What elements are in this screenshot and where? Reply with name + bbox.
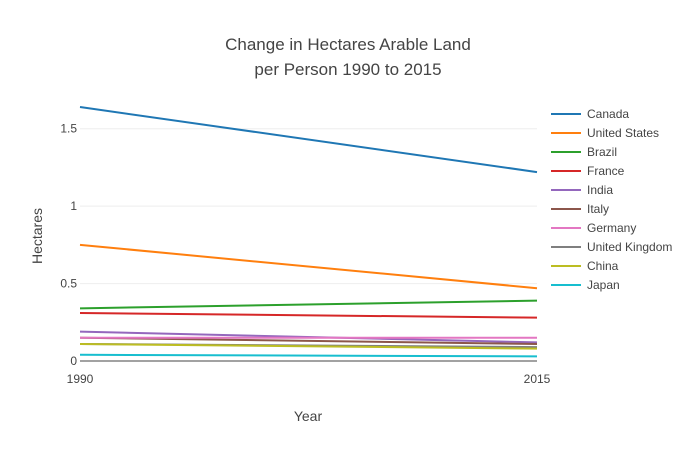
x-axis-title: Year — [294, 408, 323, 424]
legend-item-italy[interactable]: Italy — [551, 202, 609, 216]
series-line-united-states[interactable] — [79, 243, 538, 290]
legend-item-canada[interactable]: Canada — [551, 107, 629, 121]
legend-label: Germany — [587, 221, 636, 235]
legend-item-france[interactable]: France — [551, 164, 625, 178]
legend-item-japan[interactable]: Japan — [551, 278, 620, 292]
series-line-france[interactable] — [79, 311, 538, 319]
legend-item-united-kingdom[interactable]: United Kingdom — [551, 240, 672, 254]
series-line-japan[interactable] — [79, 353, 538, 358]
x-tick-label: 1990 — [67, 372, 94, 386]
series-line-canada[interactable] — [79, 106, 538, 174]
chart-title-line-2: per Person 1990 to 2015 — [254, 60, 441, 79]
legend-item-china[interactable]: China — [551, 259, 619, 273]
legend-item-india[interactable]: India — [551, 183, 613, 197]
legend-label: China — [587, 259, 619, 273]
legend-label: United States — [587, 126, 659, 140]
legend-label: United Kingdom — [587, 240, 672, 254]
legend-label: Canada — [587, 107, 629, 121]
y-axis-ticks: 0 0.5 1 1.5 — [60, 122, 77, 368]
x-tick-label: 2015 — [524, 372, 551, 386]
legend-item-brazil[interactable]: Brazil — [551, 145, 617, 159]
y-tick-label: 1.5 — [60, 122, 77, 136]
series-line-italy[interactable] — [79, 336, 538, 345]
series-line-brazil[interactable] — [79, 299, 538, 310]
legend-label: Italy — [587, 202, 609, 216]
y-tick-label: 0 — [70, 354, 77, 368]
chart-title-line-1: Change in Hectares Arable Land — [225, 35, 471, 54]
series-lines — [79, 106, 538, 358]
x-axis-ticks: 1990 2015 — [67, 372, 551, 386]
series-line-china[interactable] — [79, 342, 538, 350]
legend-item-germany[interactable]: Germany — [551, 221, 636, 235]
legend-label: Japan — [587, 278, 620, 292]
legend-label: India — [587, 183, 613, 197]
legend[interactable]: Canada United States Brazil France India Ital… — [551, 107, 672, 292]
legend-label: France — [587, 164, 625, 178]
gridlines — [80, 128, 537, 362]
y-tick-label: 1 — [70, 199, 77, 213]
legend-item-united-states[interactable]: United States — [551, 126, 659, 140]
y-tick-label: 0.5 — [60, 277, 77, 291]
legend-label: Brazil — [587, 145, 617, 159]
y-axis-title: Hectares — [29, 208, 45, 264]
